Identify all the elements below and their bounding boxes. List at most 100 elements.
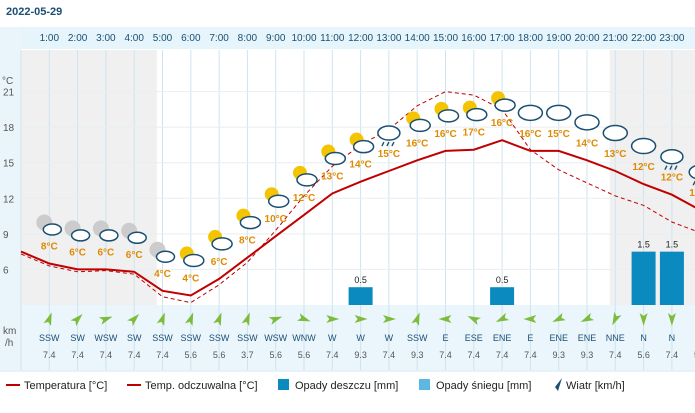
temperature-label: 14°C bbox=[349, 160, 371, 171]
wind-arrow-icon bbox=[382, 315, 396, 323]
hour-label: 18:00 bbox=[518, 33, 543, 44]
wind-arrow-shape bbox=[213, 312, 222, 327]
wind-unit-h: /h bbox=[5, 338, 13, 349]
wind-arrow-shape bbox=[411, 312, 420, 327]
wind-speed-label: 7.4 bbox=[326, 350, 339, 360]
wind-arrow-icon bbox=[70, 314, 83, 327]
wind-direction-label: ENE bbox=[578, 333, 597, 343]
legend-temperature-label: Temperatura [°C] bbox=[24, 380, 107, 392]
wind-speed-label: 9.3 bbox=[581, 350, 594, 360]
partly-sunny-icon bbox=[321, 144, 347, 166]
wind-arrow-icon bbox=[552, 312, 566, 322]
wind-arrow-shape bbox=[98, 316, 113, 325]
hour-label: 17:00 bbox=[490, 33, 515, 44]
wind-direction-label: NNE bbox=[606, 333, 625, 343]
wind-direction-label: SSW bbox=[209, 333, 230, 343]
cloud-shape bbox=[574, 114, 600, 131]
rain-bar bbox=[659, 251, 684, 305]
wind-arrow-shape bbox=[156, 312, 165, 327]
temperature-label: 16°C bbox=[491, 118, 513, 129]
wind-arrow-shape bbox=[184, 312, 194, 327]
rain-cloud-icon bbox=[660, 148, 684, 171]
cloud-shape bbox=[517, 104, 544, 122]
temperature-label: 4°C bbox=[182, 274, 199, 285]
temperature-label: 16°C bbox=[519, 129, 541, 140]
hour-label: 2:00 bbox=[68, 33, 88, 44]
wind-arrow-shape bbox=[354, 315, 368, 323]
hour-label: 8:00 bbox=[238, 33, 258, 44]
temperature-label: 8°C bbox=[239, 236, 256, 247]
y-tick-label: 6 bbox=[3, 265, 9, 276]
wind-arrow-shape bbox=[467, 316, 481, 326]
wind-arrow-shape bbox=[296, 313, 311, 322]
partly-sunny-icon bbox=[349, 132, 375, 154]
cloudy-night-icon bbox=[149, 241, 176, 264]
wind-speed-label: 7.4 bbox=[156, 350, 169, 360]
cloud-shape bbox=[688, 165, 695, 180]
hour-label: 16:00 bbox=[461, 33, 486, 44]
cloudy-night-icon bbox=[92, 220, 119, 242]
wind-speed-label: 7.4 bbox=[468, 350, 481, 360]
cloud-shape bbox=[545, 104, 572, 122]
cloud-shape bbox=[211, 237, 233, 251]
partly-sunny-icon bbox=[491, 91, 516, 112]
hour-label: 23:00 bbox=[659, 33, 684, 44]
wind-direction-label: W bbox=[328, 333, 337, 343]
cloud-shape bbox=[466, 107, 488, 122]
wind-speed-label: 9.3 bbox=[552, 350, 565, 360]
wind-direction-label: E bbox=[442, 333, 448, 343]
y-tick-label: 15 bbox=[3, 159, 15, 170]
wind-direction-label: WSW bbox=[94, 333, 117, 343]
wind-arrow-icon bbox=[667, 313, 676, 326]
wind-arrow-shape bbox=[667, 313, 676, 326]
wind-direction-label: SSW bbox=[237, 333, 258, 343]
wind-direction-label: W bbox=[356, 333, 365, 343]
wind-arrow-icon bbox=[467, 316, 481, 326]
temperature-label: 6°C bbox=[69, 247, 86, 258]
cloud-shape bbox=[352, 139, 375, 154]
hour-label: 4:00 bbox=[124, 33, 144, 44]
temperature-label: 12°C bbox=[661, 173, 683, 184]
partly-sunny-icon bbox=[406, 111, 431, 133]
hour-label: 9:00 bbox=[266, 33, 286, 44]
rain-bar-label: 1.5 bbox=[666, 240, 679, 250]
temperature-label: 12°C bbox=[632, 162, 654, 173]
wind-speed-label: 9.3 bbox=[411, 350, 424, 360]
wind-speed-label: 5.6 bbox=[213, 350, 226, 360]
temperature-label: 6°C bbox=[98, 247, 115, 258]
wind-direction-label: ENE bbox=[549, 333, 568, 343]
cloud-shape bbox=[42, 223, 63, 236]
wind-arrow-icon bbox=[184, 312, 194, 327]
legend-wind-label: Wiatr [km/h] bbox=[566, 380, 625, 392]
rain-bar bbox=[631, 251, 656, 305]
wind-direction-label: SW bbox=[127, 333, 142, 343]
hour-label: 15:00 bbox=[433, 33, 458, 44]
wind-arrow-icon bbox=[438, 315, 452, 323]
cloud-shape bbox=[377, 125, 401, 141]
cloud-icon bbox=[602, 124, 629, 142]
partly-sunny-icon bbox=[208, 229, 233, 251]
y-axis-unit: °C bbox=[2, 76, 13, 87]
temperature-label: 17°C bbox=[463, 128, 485, 139]
cloud-icon bbox=[545, 104, 572, 122]
wind-direction-label: ENE bbox=[493, 333, 512, 343]
cloudy-night-icon bbox=[121, 222, 147, 245]
legend-snow-label: Opady śniegu [mm] bbox=[436, 380, 531, 392]
rain-bar-label: 0.5 bbox=[354, 275, 367, 285]
cloud-shape bbox=[602, 124, 629, 142]
rain-bar bbox=[490, 287, 515, 305]
wind-arrow-icon bbox=[296, 313, 311, 322]
cloud-shape bbox=[630, 137, 657, 155]
wind-arrow-shape bbox=[326, 315, 340, 323]
hour-label: 6:00 bbox=[181, 33, 201, 44]
rain-drops bbox=[664, 165, 678, 171]
partly-sunny-icon bbox=[179, 246, 205, 268]
wind-speed-label: 7.4 bbox=[609, 350, 622, 360]
wind-direction-label: SSW bbox=[407, 333, 428, 343]
cloudy-night-icon bbox=[64, 220, 91, 242]
cloudy-night-icon bbox=[36, 214, 63, 236]
wind-arrow-icon bbox=[326, 315, 340, 323]
wind-arrow-icon bbox=[495, 312, 510, 322]
wind-speed-label: 3.7 bbox=[241, 350, 254, 360]
wind-speed-label: 7.4 bbox=[666, 350, 679, 360]
